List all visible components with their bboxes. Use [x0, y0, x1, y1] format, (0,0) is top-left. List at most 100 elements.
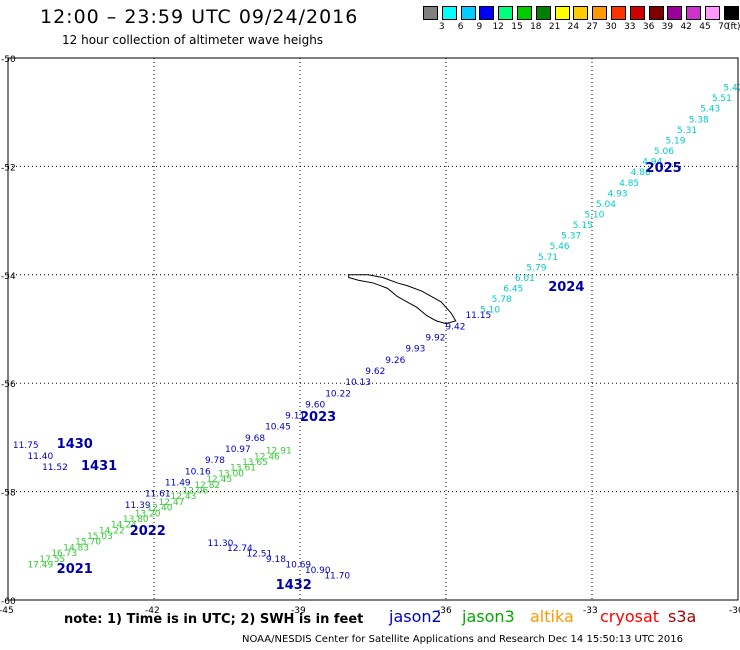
swh-value-label: 11.39 — [125, 501, 151, 511]
swh-value-label: 11.61 — [145, 490, 171, 500]
color-swatch — [423, 6, 438, 20]
swh-value-label: 17.55 — [39, 555, 65, 565]
color-scale-label: 18 — [530, 22, 542, 32]
lon-tick-label: -39 — [291, 606, 306, 616]
swh-value-label: 11.70 — [324, 571, 350, 581]
color-swatch — [629, 6, 645, 20]
swh-value-label: 9.68 — [245, 434, 265, 444]
swh-value-label: 11.75 — [13, 441, 39, 451]
swh-value-label: 11.30 — [208, 539, 234, 549]
swh-value-label: 5.37 — [561, 232, 581, 242]
color-scale-label: 39 — [661, 22, 674, 32]
color-swatch — [611, 6, 626, 20]
color-swatch — [667, 6, 683, 20]
color-swatch — [498, 6, 514, 20]
swh-value-label: 5.10 — [584, 211, 604, 221]
legend-item-jason2: jason2 — [389, 607, 442, 626]
map-frame — [7, 57, 739, 601]
color-swatch — [517, 6, 532, 20]
lat-tick-label: -60 — [1, 597, 16, 607]
swh-value-label: 5.19 — [665, 136, 685, 146]
color-swatch — [460, 6, 476, 20]
swh-value-label: 4.85 — [619, 179, 639, 189]
swh-value-label: 12.06 — [182, 486, 208, 496]
swh-value-label: 13.61 — [230, 464, 256, 474]
swh-value-label: 9.11 — [285, 412, 305, 422]
swh-value-label: 15.03 — [87, 532, 113, 542]
lat-tick-label: -58 — [1, 489, 16, 499]
color-swatch — [592, 6, 608, 20]
swh-value-label: 5.10 — [480, 306, 500, 316]
swh-value-label: 5.71 — [538, 253, 558, 263]
page-title: 12:00 – 23:59 UTC 09/24/2016 — [40, 6, 359, 28]
swh-value-label: 12.40 — [147, 504, 173, 514]
swh-value-label: 5.31 — [677, 126, 697, 136]
swh-value-label: 10.45 — [265, 423, 291, 433]
pass-id-label: 2022 — [130, 524, 166, 539]
swh-value-label: 5.38 — [689, 115, 709, 125]
swh-value-label: 11.49 — [165, 479, 191, 489]
swh-value-label: 9.92 — [425, 333, 445, 343]
swh-value-label: 10.90 — [305, 566, 331, 576]
swh-value-label: 12.51 — [246, 550, 272, 560]
pass-id-label: 2024 — [548, 280, 584, 295]
lon-tick-label: -42 — [145, 606, 160, 616]
swh-value-label: 12.47 — [159, 498, 185, 508]
swh-value-label: 4.93 — [608, 189, 628, 199]
lon-tick-label: -45 — [0, 606, 14, 616]
swh-value-label: 12.91 — [266, 447, 292, 457]
color-swatch — [686, 6, 702, 20]
swh-value-label: 5.51 — [712, 94, 732, 104]
swh-value-label: 5.78 — [492, 295, 512, 305]
legend-item-cryosat: cryosat — [600, 607, 660, 626]
color-scale-label: 45 — [699, 22, 711, 32]
swh-value-label: 6.45 — [503, 285, 523, 295]
pass-id-label: 2021 — [57, 562, 93, 577]
color-scale-label: 42 — [680, 22, 692, 32]
color-scale-label: 33 — [624, 22, 636, 32]
color-scale-unit: (ft) — [727, 22, 740, 32]
swh-value-label: 5.46 — [550, 242, 570, 252]
island-outline — [348, 274, 457, 325]
swh-value-label: 11.52 — [42, 463, 68, 473]
lat-tick-label: -50 — [1, 55, 16, 65]
color-scale-label: 70 — [718, 22, 730, 32]
lat-tick-label: -56 — [1, 380, 16, 390]
color-swatch — [705, 6, 720, 20]
color-scale-label: 15 — [511, 22, 523, 32]
color-scale-label: 24 — [567, 22, 580, 32]
color-scale-label: 30 — [605, 22, 617, 32]
color-swatch — [535, 6, 551, 20]
swh-value-label: 9.60 — [305, 400, 325, 410]
color-swatch — [723, 6, 739, 20]
credit-line: NOAA/NESDIS Center for Satellite Applica… — [242, 634, 684, 645]
swh-value-label: 5.04 — [596, 200, 616, 210]
pass-id-label: 1432 — [276, 578, 312, 593]
swh-value-label: 14.83 — [63, 543, 89, 553]
swh-value-label: 13.20 — [135, 509, 161, 519]
color-scale-label: 9 — [476, 22, 483, 32]
lon-tick-label: -36 — [437, 606, 452, 616]
color-swatch — [479, 6, 495, 20]
swh-value-label: 14.24 — [111, 521, 137, 531]
color-scale-label: 3 — [438, 22, 445, 32]
swh-value-label: 9.93 — [405, 345, 425, 355]
swh-value-label: 10.16 — [185, 467, 211, 477]
color-scale-label: 12 — [492, 22, 504, 32]
swh-value-label: 10.13 — [345, 378, 371, 388]
swh-value-label: 13.00 — [218, 469, 244, 479]
swh-value-label: 5.43 — [700, 105, 720, 115]
swh-value-label: 10.22 — [325, 389, 351, 399]
swh-value-label: 9.18 — [266, 555, 286, 565]
lon-tick-label: -33 — [583, 606, 598, 616]
pass-id-label: 2025 — [646, 161, 682, 176]
swh-value-label: 12.82 — [194, 481, 220, 491]
legend-item-jason3: jason3 — [462, 607, 515, 626]
swh-value-label: 9.26 — [385, 356, 405, 366]
pass-id-label: 2023 — [300, 410, 336, 425]
swh-value-label: 13.65 — [242, 458, 268, 468]
swh-value-label: 6.01 — [515, 274, 535, 284]
color-swatch — [441, 6, 457, 20]
swh-value-label: 4.94 — [642, 158, 662, 168]
swh-value-label: 16.73 — [51, 549, 77, 559]
